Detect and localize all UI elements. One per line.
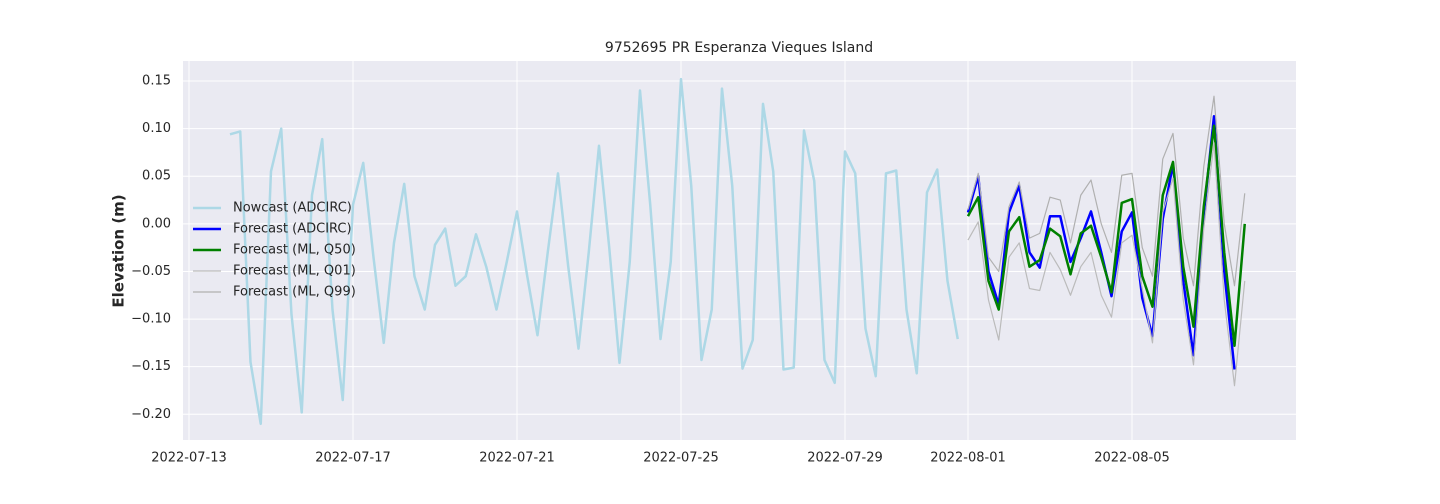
- y-tick-label: −0.05: [131, 264, 171, 279]
- y-tick-label: 0.10: [142, 121, 171, 136]
- x-tick-label: 2022-07-29: [807, 451, 883, 466]
- series-line: [967, 142, 1246, 387]
- x-tick-label: 2022-07-17: [315, 451, 391, 466]
- x-tick-label: 2022-07-25: [643, 451, 719, 466]
- legend-label: Forecast (ML, Q99): [233, 285, 356, 300]
- series-line: [229, 77, 959, 426]
- x-tick-label: 2022-08-05: [1094, 451, 1170, 466]
- legend-label: Nowcast (ADCIRC): [233, 201, 352, 216]
- y-tick-label: −0.20: [131, 407, 171, 422]
- series-line: [966, 114, 1236, 370]
- legend-label: Forecast (ADCIRC): [233, 222, 352, 237]
- y-tick-label: −0.15: [131, 359, 171, 374]
- x-tick-label: 2022-08-01: [930, 451, 1006, 466]
- y-tick-label: 0.15: [142, 73, 171, 88]
- legend-label: Forecast (ML, Q50): [233, 243, 356, 258]
- x-tick-label: 2022-07-13: [151, 451, 227, 466]
- y-axis-label: Elevation (m): [110, 194, 128, 307]
- series-line: [967, 95, 1246, 287]
- y-tick-label: 0.05: [142, 169, 171, 184]
- y-tick-label: 0.00: [142, 216, 171, 231]
- series-line: [966, 124, 1246, 347]
- y-tick-label: −0.10: [131, 312, 171, 327]
- x-tick-label: 2022-07-21: [479, 451, 555, 466]
- legend-label: Forecast (ML, Q01): [233, 264, 356, 279]
- chart-title: 9752695 PR Esperanza Vieques Island: [605, 40, 873, 56]
